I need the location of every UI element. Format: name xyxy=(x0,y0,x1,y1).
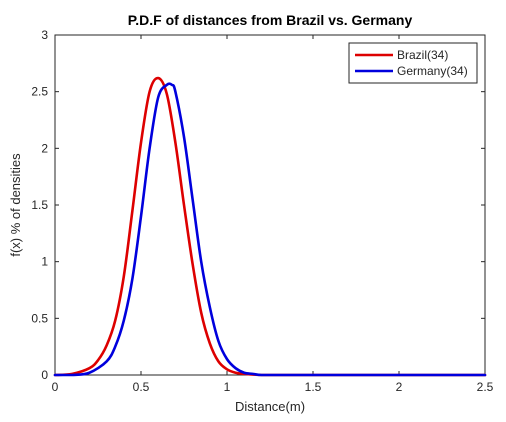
x-tick-label: 2.5 xyxy=(477,380,494,394)
y-tick-label: 2.5 xyxy=(31,85,48,99)
x-axis-label: Distance(m) xyxy=(235,399,305,414)
y-tick-label: 1 xyxy=(41,255,48,269)
y-axis-label: f(x) % of densities xyxy=(8,153,23,257)
y-tick-label: 2 xyxy=(41,141,48,155)
y-tick-label: 0 xyxy=(41,368,48,382)
series-line-1 xyxy=(53,82,487,377)
y-tick-label: 1.5 xyxy=(31,198,48,212)
x-tick-label: 1.5 xyxy=(305,380,322,394)
x-tick-label: 2 xyxy=(396,380,403,394)
chart-title: P.D.F of distances from Brazil vs. Germa… xyxy=(128,12,413,28)
legend-entry-1: Germany(34) xyxy=(397,64,468,78)
legend-box xyxy=(348,42,478,84)
y-tick-label: 3 xyxy=(41,28,48,42)
x-tick-label: 1 xyxy=(224,380,231,394)
legend: Brazil(34) Germany(34) xyxy=(348,42,478,84)
series-lines xyxy=(53,76,487,377)
x-tick-label: 0.5 xyxy=(133,380,150,394)
x-tick-label: 0 xyxy=(52,380,59,394)
legend-entry-0: Brazil(34) xyxy=(397,48,448,62)
plot-area xyxy=(54,34,486,376)
y-tick-label: 0.5 xyxy=(31,311,48,325)
